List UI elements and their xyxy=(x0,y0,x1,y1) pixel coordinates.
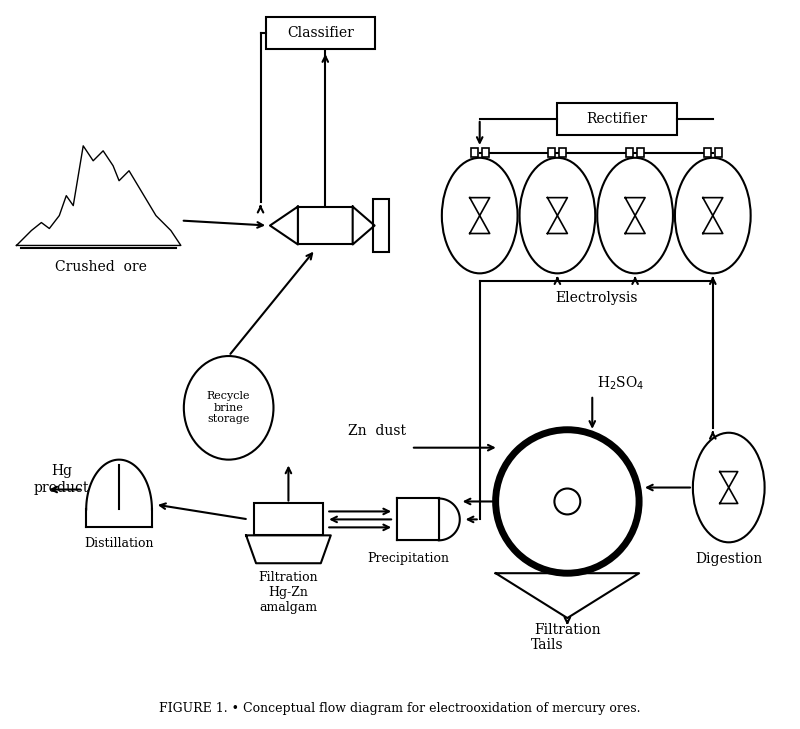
Text: Digestion: Digestion xyxy=(695,553,762,566)
Bar xyxy=(373,198,389,252)
Ellipse shape xyxy=(693,433,765,542)
Text: FIGURE 1. • Conceptual flow diagram for electrooxidation of mercury ores.: FIGURE 1. • Conceptual flow diagram for … xyxy=(159,702,641,715)
Bar xyxy=(626,148,633,157)
Ellipse shape xyxy=(442,157,518,273)
Ellipse shape xyxy=(184,356,274,460)
Circle shape xyxy=(554,488,580,515)
Bar xyxy=(397,499,439,540)
Text: Hg
product: Hg product xyxy=(34,464,89,495)
Bar xyxy=(704,148,711,157)
Bar xyxy=(549,148,555,157)
Text: Filtration
Hg-Zn
amalgam: Filtration Hg-Zn amalgam xyxy=(258,572,318,615)
Ellipse shape xyxy=(675,157,750,273)
Bar xyxy=(482,148,489,157)
Bar xyxy=(558,103,677,135)
Bar xyxy=(470,148,478,157)
Ellipse shape xyxy=(519,157,595,273)
Bar xyxy=(714,148,722,157)
Polygon shape xyxy=(353,206,374,244)
Bar xyxy=(298,206,353,244)
Bar xyxy=(254,504,323,535)
Ellipse shape xyxy=(598,157,673,273)
Polygon shape xyxy=(496,573,639,618)
Text: H$_2$SO$_4$: H$_2$SO$_4$ xyxy=(598,375,645,392)
Bar xyxy=(559,148,566,157)
Text: Classifier: Classifier xyxy=(287,26,354,40)
Text: Precipitation: Precipitation xyxy=(367,553,449,565)
Text: Electrolysis: Electrolysis xyxy=(555,292,638,305)
Polygon shape xyxy=(246,535,330,564)
Bar xyxy=(266,17,375,49)
Circle shape xyxy=(496,430,639,573)
Text: Distillation: Distillation xyxy=(84,537,154,550)
Text: Crushed  ore: Crushed ore xyxy=(55,260,147,274)
Text: Tails: Tails xyxy=(531,638,564,652)
Polygon shape xyxy=(270,206,298,244)
Text: Filtration: Filtration xyxy=(534,623,601,637)
Text: Recycle
brine
storage: Recycle brine storage xyxy=(207,391,250,424)
Text: Zn  dust: Zn dust xyxy=(348,424,406,437)
Bar xyxy=(637,148,644,157)
Text: Rectifier: Rectifier xyxy=(586,112,648,126)
